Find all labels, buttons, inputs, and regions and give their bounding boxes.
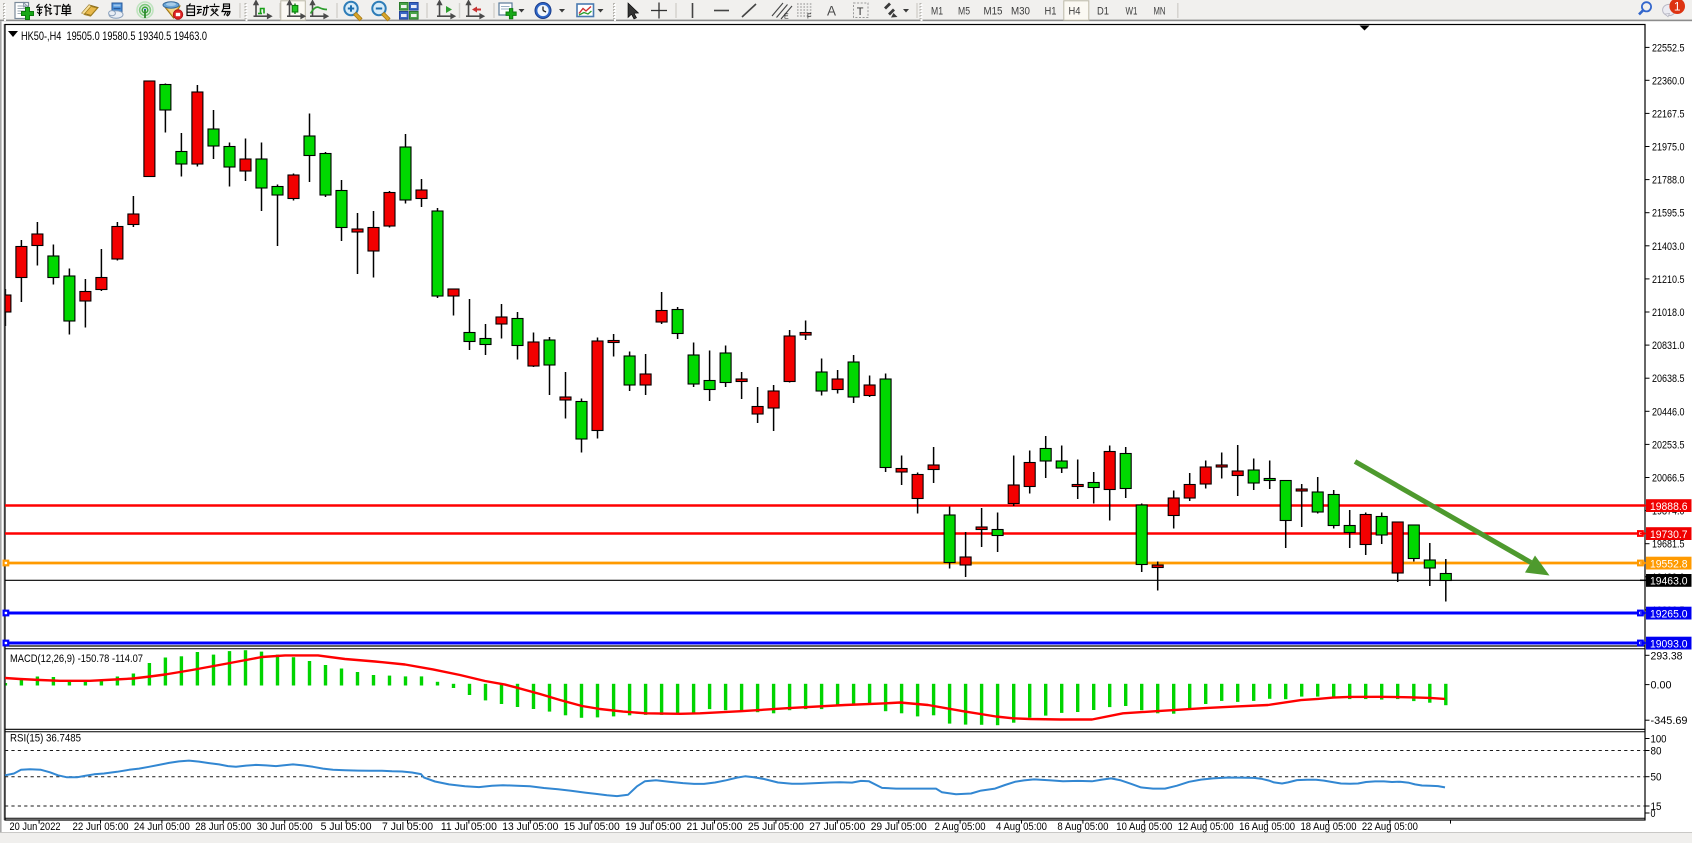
svg-text:22552.5: 22552.5 <box>1652 42 1685 54</box>
svg-text:11 Jul 05:00: 11 Jul 05:00 <box>441 821 497 833</box>
svg-text:19730.7: 19730.7 <box>1650 529 1688 541</box>
svg-text:H4: H4 <box>1069 5 1081 17</box>
svg-text:12 Aug 05:00: 12 Aug 05:00 <box>1178 821 1234 833</box>
svg-text:T: T <box>857 6 864 18</box>
svg-text:MACD(12,26,9) -150.78 -114.07: MACD(12,26,9) -150.78 -114.07 <box>10 653 143 665</box>
svg-text:29 Jul 05:00: 29 Jul 05:00 <box>871 821 927 833</box>
svg-text:20253.5: 20253.5 <box>1652 439 1685 451</box>
svg-text:-345.69: -345.69 <box>1651 715 1688 727</box>
svg-text:M5: M5 <box>958 5 970 17</box>
svg-text:293.38: 293.38 <box>1651 650 1683 662</box>
svg-text:M30: M30 <box>1011 5 1030 17</box>
svg-text:F: F <box>807 14 811 21</box>
svg-text:2 Aug 05:00: 2 Aug 05:00 <box>935 821 986 833</box>
svg-text:4 Aug 05:00: 4 Aug 05:00 <box>996 821 1047 833</box>
svg-text:21018.0: 21018.0 <box>1652 307 1685 319</box>
svg-text:15: 15 <box>1651 801 1662 813</box>
svg-text:MN: MN <box>1154 5 1166 17</box>
svg-text:50: 50 <box>1651 772 1662 784</box>
svg-text:20066.5: 20066.5 <box>1652 473 1685 485</box>
svg-text:5 Jul 05:00: 5 Jul 05:00 <box>321 821 372 833</box>
svg-text:22167.5: 22167.5 <box>1652 108 1685 120</box>
svg-text:13 Jul 05:00: 13 Jul 05:00 <box>502 821 558 833</box>
svg-text:19463.0: 19463.0 <box>1650 576 1688 588</box>
svg-text:D1: D1 <box>1097 5 1109 17</box>
svg-text:RSI(15) 36.7485: RSI(15) 36.7485 <box>10 733 81 745</box>
svg-text:80: 80 <box>1651 746 1662 758</box>
svg-text:19265.0: 19265.0 <box>1650 608 1688 620</box>
svg-text:0: 0 <box>1651 808 1656 820</box>
svg-text:24 Jun 05:00: 24 Jun 05:00 <box>134 821 190 833</box>
svg-text:22360.0: 22360.0 <box>1652 75 1685 87</box>
svg-text:7 Jul 05:00: 7 Jul 05:00 <box>382 821 433 833</box>
svg-text:19681.5: 19681.5 <box>1652 539 1685 551</box>
svg-text:15 Jul 05:00: 15 Jul 05:00 <box>564 821 620 833</box>
svg-text:22 Aug 05:00: 22 Aug 05:00 <box>1362 821 1418 833</box>
svg-text:28 Jun 05:00: 28 Jun 05:00 <box>195 821 251 833</box>
svg-text:8 Aug 05:00: 8 Aug 05:00 <box>1057 821 1108 833</box>
svg-text:19 Jul 05:00: 19 Jul 05:00 <box>625 821 681 833</box>
svg-text:16 Aug 05:00: 16 Aug 05:00 <box>1239 821 1295 833</box>
svg-text:25 Jul 05:00: 25 Jul 05:00 <box>748 821 804 833</box>
svg-text:21210.5: 21210.5 <box>1652 274 1685 286</box>
svg-text:M1: M1 <box>931 5 943 17</box>
svg-text:A: A <box>827 4 836 19</box>
svg-text:20831.0: 20831.0 <box>1652 340 1685 352</box>
svg-text:21788.0: 21788.0 <box>1652 175 1685 187</box>
svg-text:27 Jul 05:00: 27 Jul 05:00 <box>809 821 865 833</box>
svg-text:HK50-,H4 19505.0 19580.5 1934: HK50-,H4 19505.0 19580.5 19340.5 19463.0 <box>21 29 207 43</box>
svg-text:19552.8: 19552.8 <box>1650 558 1688 570</box>
svg-text:20 Jun 2022: 20 Jun 2022 <box>10 821 61 833</box>
svg-text:0.00: 0.00 <box>1651 680 1672 692</box>
svg-text:E: E <box>784 14 789 21</box>
svg-text:100: 100 <box>1651 734 1667 746</box>
svg-text:21595.5: 21595.5 <box>1652 208 1685 220</box>
svg-text:19888.6: 19888.6 <box>1650 501 1688 513</box>
svg-text:W1: W1 <box>1126 5 1138 17</box>
svg-text:H1: H1 <box>1045 5 1057 17</box>
svg-text:19093.0: 19093.0 <box>1650 638 1688 650</box>
svg-text:M15: M15 <box>984 5 1003 17</box>
svg-text:20446.0: 20446.0 <box>1652 406 1685 418</box>
svg-text:21975.0: 21975.0 <box>1652 142 1685 154</box>
svg-text:21403.0: 21403.0 <box>1652 241 1685 253</box>
svg-text:18 Aug 05:00: 18 Aug 05:00 <box>1301 821 1357 833</box>
svg-text:10 Aug 05:00: 10 Aug 05:00 <box>1116 821 1172 833</box>
svg-text:21 Jul 05:00: 21 Jul 05:00 <box>687 821 743 833</box>
svg-text:22 Jun 05:00: 22 Jun 05:00 <box>73 821 129 833</box>
svg-text:1: 1 <box>1674 0 1681 14</box>
svg-text:30 Jun 05:00: 30 Jun 05:00 <box>257 821 313 833</box>
svg-text:20638.5: 20638.5 <box>1652 373 1685 385</box>
